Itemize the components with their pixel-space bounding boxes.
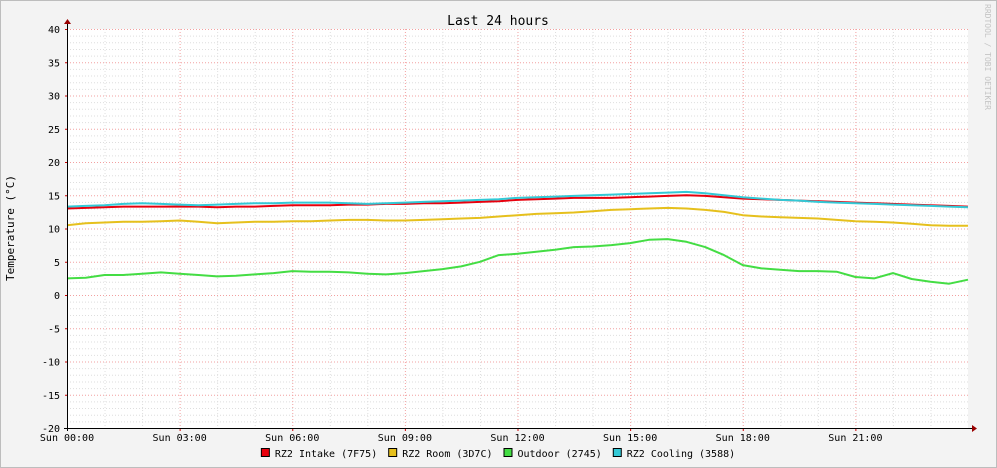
legend-swatch [612, 448, 622, 457]
x-axis-arrow [972, 425, 977, 432]
x-tick-label: Sun 12:00 [490, 433, 544, 444]
y-axis-label: Temperature (°C) [4, 175, 17, 281]
x-tick-label: Sun 21:00 [828, 433, 882, 444]
legend-swatch [388, 448, 398, 457]
y-tick-label: 10 [48, 225, 60, 236]
grid-layer [65, 29, 968, 431]
legend-swatch [260, 448, 270, 457]
y-tick-label: -5 [48, 324, 60, 335]
series-line [66, 238, 969, 285]
y-tick-label: -15 [42, 391, 60, 402]
legend: RZ2 Intake (7F75) RZ2 Room (3D7C) Outdoor … [260, 448, 735, 460]
y-tick-label: 20 [48, 158, 60, 169]
legend-label: RZ2 Room (3D7C) [402, 449, 492, 460]
x-tick-label: Sun 03:00 [153, 433, 207, 444]
x-tick-labels: Sun 00:00 Sun 03:00 Sun 06:00 Sun 09:00 Sun … [40, 433, 883, 444]
y-tick-label: 5 [54, 258, 60, 269]
y-tick-label: 35 [48, 58, 60, 69]
legend-label: Outdoor (2745) [518, 449, 602, 460]
y-tick-labels: -20 -15 -10 -5 0 5 10 15 20 25 30 35 40 [42, 25, 60, 435]
y-tick-label: -20 [42, 424, 60, 435]
y-tick-label: 30 [48, 92, 60, 103]
legend-swatch [503, 448, 513, 457]
x-tick-label: Sun 00:00 [40, 433, 94, 444]
x-tick-label: Sun 06:00 [265, 433, 319, 444]
axes-layer [64, 19, 977, 432]
rrdtool-watermark: RRDTOOL / TOBI OETIKER [983, 4, 992, 110]
x-tick-label: Sun 18:00 [716, 433, 770, 444]
x-tick-label: Sun 09:00 [378, 433, 432, 444]
y-tick-label: 0 [54, 291, 60, 302]
x-tick-label: Sun 15:00 [603, 433, 657, 444]
series-line [66, 190, 969, 209]
legend-label: RZ2 Intake (7F75) [275, 449, 377, 460]
chart-title: Last 24 hours [447, 14, 549, 29]
series-layer [66, 190, 969, 285]
series-line [66, 206, 968, 227]
y-tick-label: 15 [48, 191, 60, 202]
y-tick-label: -10 [42, 358, 60, 369]
y-tick-label: 40 [48, 25, 60, 36]
legend-label: RZ2 Cooling (3588) [627, 449, 735, 460]
y-axis-arrow [64, 19, 71, 24]
y-tick-label: 25 [48, 125, 60, 136]
